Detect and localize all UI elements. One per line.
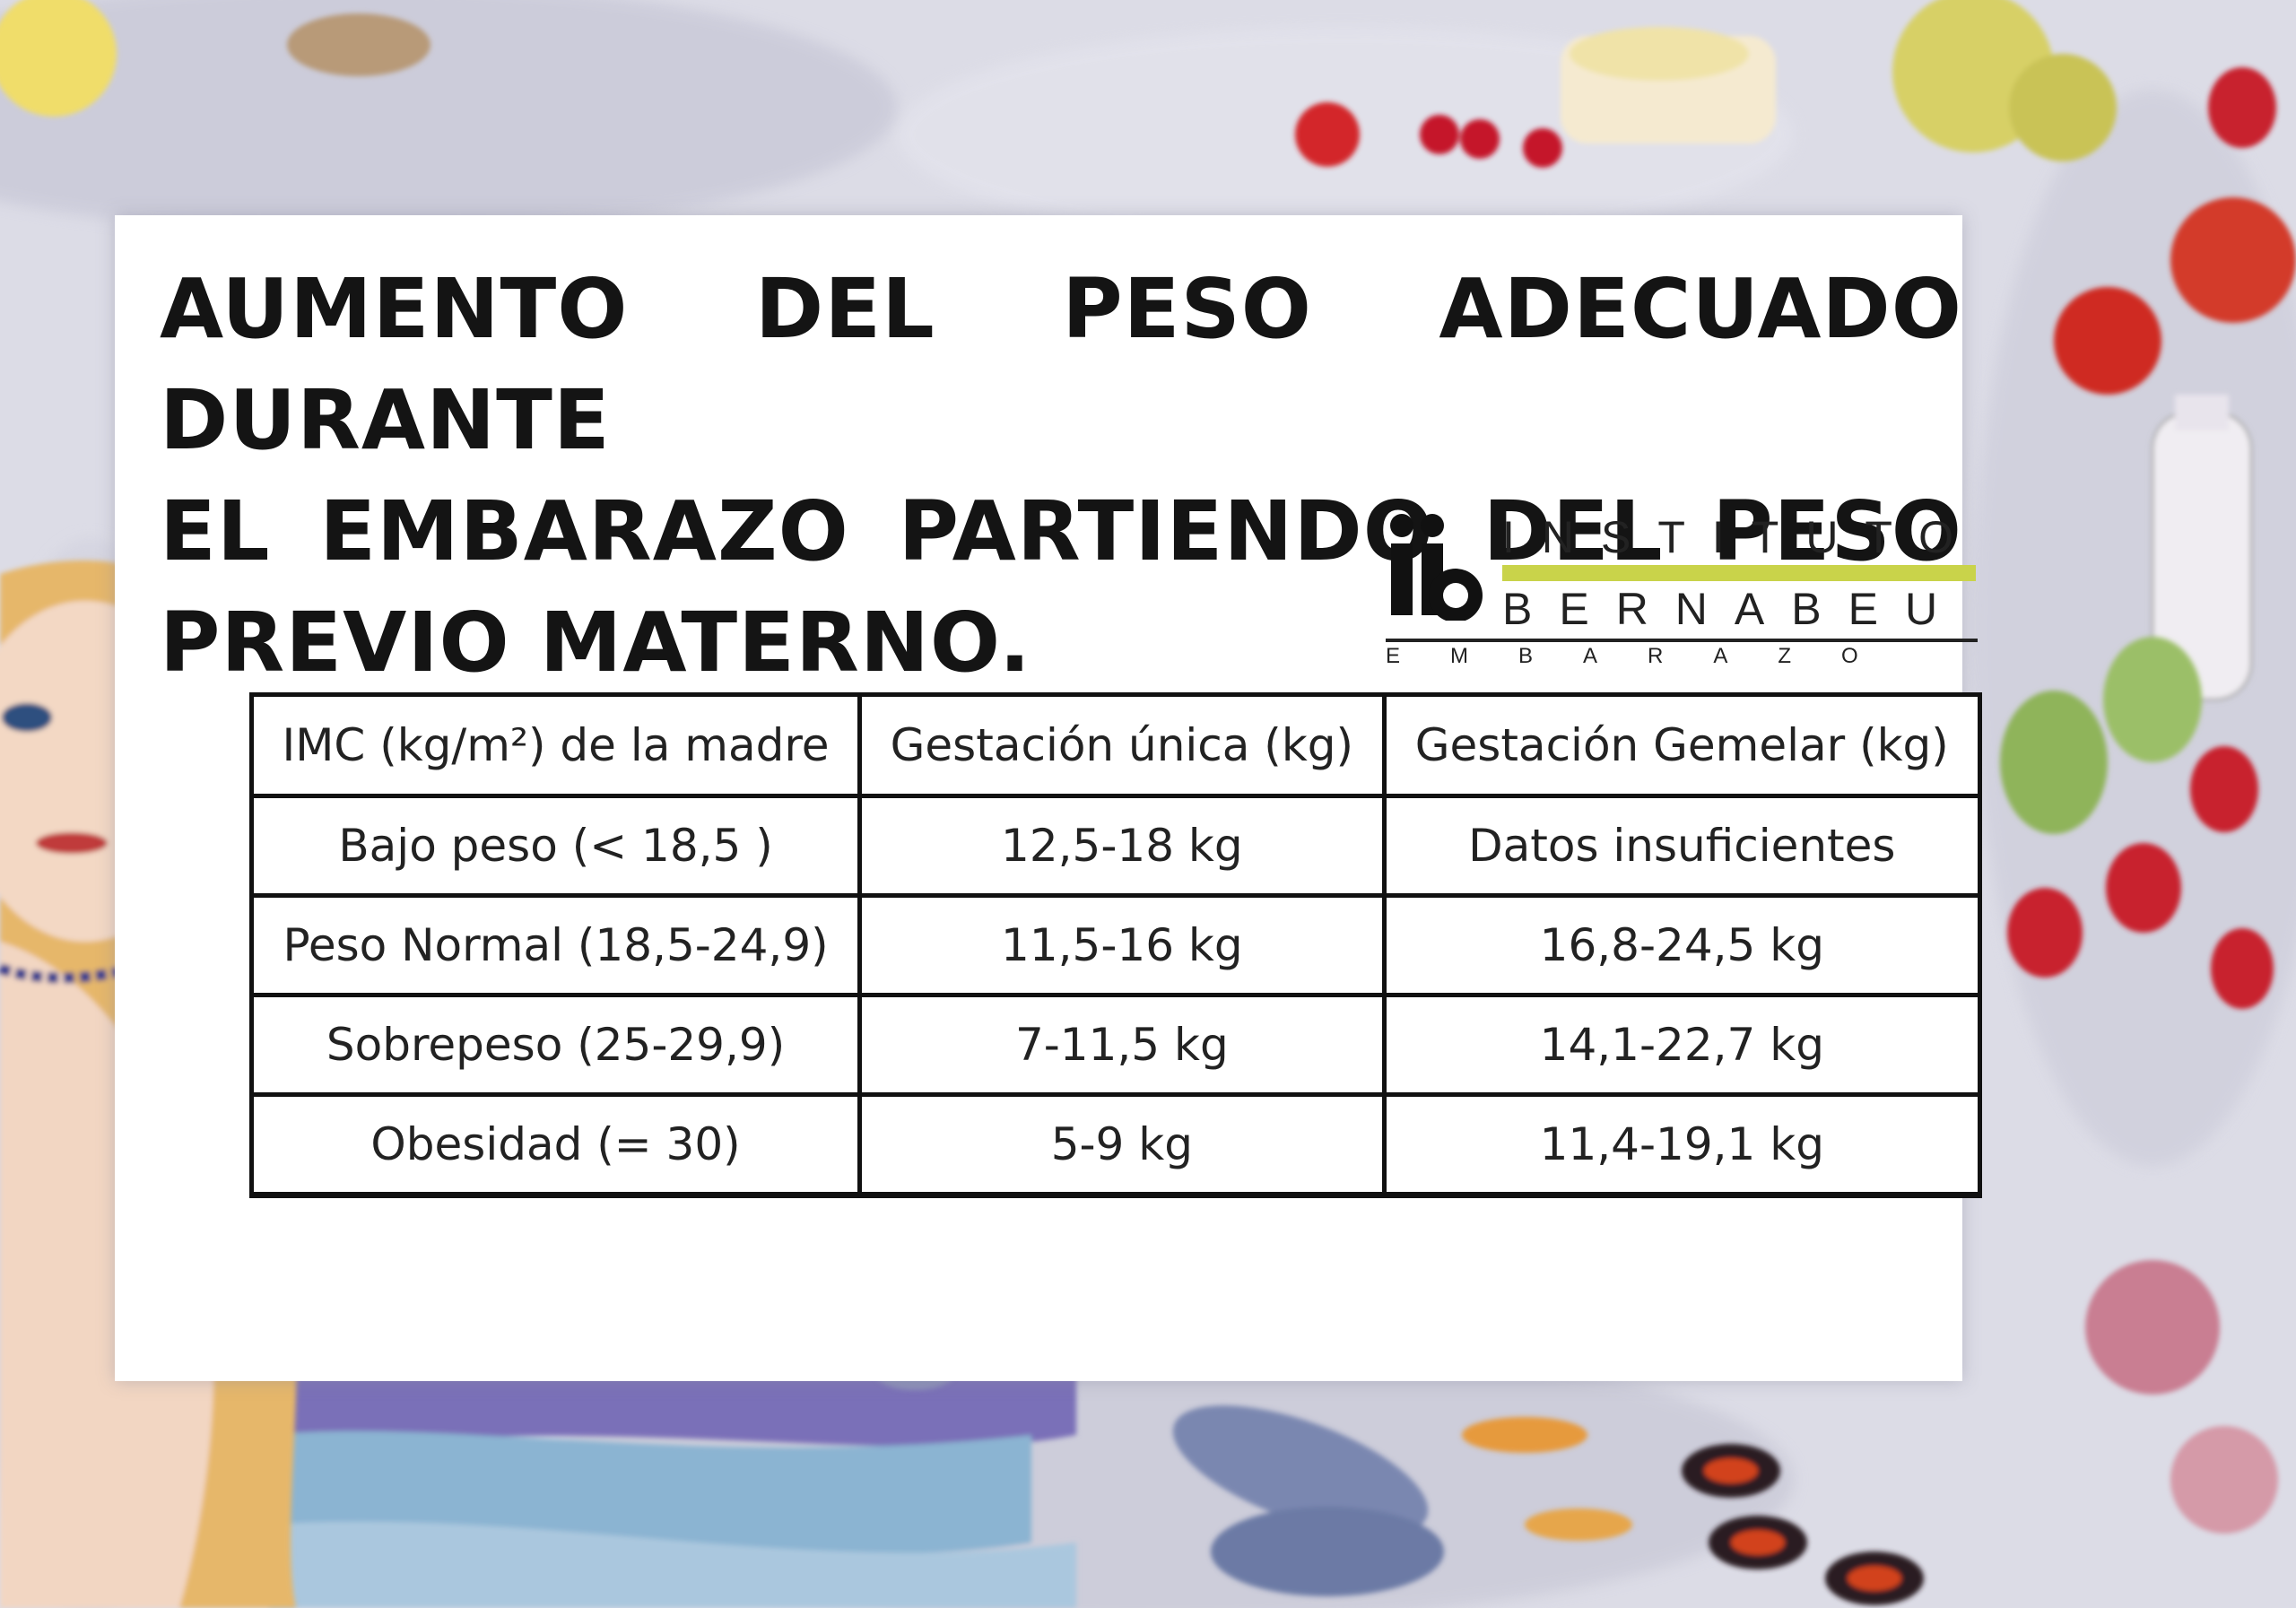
cell-gemelar: 16,8-24,5 kg bbox=[1381, 893, 1983, 997]
table-header-row: IMC (kg/m²) de la madre Gestación única … bbox=[248, 692, 1983, 798]
cell-imc: Sobrepeso (25-29,9) bbox=[248, 993, 863, 1097]
mussel-icon bbox=[1682, 1444, 1924, 1605]
title-line-1: AUMENTO DEL PESO ADECUADO DURANTE bbox=[160, 261, 1962, 468]
title-line-3: PREVIO MATERNO. bbox=[160, 595, 1031, 691]
header-gestacion-gemelar: Gestación Gemelar (kg) bbox=[1381, 692, 1983, 798]
header-gestacion-unica: Gestación única (kg) bbox=[857, 692, 1387, 798]
cell-gemelar: 14,1-22,7 kg bbox=[1381, 993, 1983, 1097]
tomato-icon bbox=[1295, 67, 2296, 1009]
logo-instituto-text: INSTITUTO bbox=[1502, 512, 1980, 562]
cell-imc: Bajo peso (< 18,5 ) bbox=[248, 794, 863, 898]
cell-imc: Peso Normal (18,5-24,9) bbox=[248, 893, 863, 997]
page-title: AUMENTO DEL PESO ADECUADO DURANTE EL EMB… bbox=[160, 254, 1962, 699]
table-row: Peso Normal (18,5-24,9) 11,5-16 kg 16,8-… bbox=[248, 893, 1983, 997]
cheese-icon bbox=[1561, 0, 2117, 161]
cell-gemelar: Datos insuficientes bbox=[1381, 794, 1983, 898]
cell-imc: Obesidad (= 30) bbox=[248, 1092, 863, 1198]
cell-unica: 11,5-16 kg bbox=[857, 893, 1387, 997]
table-row: Sobrepeso (25-29,9) 7-11,5 kg 14,1-22,7 … bbox=[248, 993, 1983, 1097]
ib-logo-mark-icon bbox=[1390, 514, 1483, 621]
cell-unica: 5-9 kg bbox=[857, 1092, 1387, 1198]
table-row: Bajo peso (< 18,5 ) 12,5-18 kg Datos ins… bbox=[248, 794, 1983, 898]
title-line-2: EL EMBARAZO PARTIENDO DEL PESO bbox=[160, 483, 1962, 579]
logo-divider bbox=[1386, 639, 1978, 642]
cell-unica: 12,5-18 kg bbox=[857, 794, 1387, 898]
logo-bernabeu-text: BERNABEU bbox=[1502, 584, 1965, 634]
logo-accent-bar bbox=[1502, 565, 1976, 581]
pear-icon bbox=[2000, 637, 2202, 834]
cell-gemelar: 11,4-19,1 kg bbox=[1381, 1092, 1983, 1198]
instituto-bernabeu-logo: INSTITUTO BERNABEU EMBARAZO bbox=[1386, 513, 1978, 673]
bird-icon bbox=[0, 0, 430, 117]
header-imc: IMC (kg/m²) de la madre bbox=[248, 692, 863, 798]
logo-embarazo-text: EMBARAZO bbox=[1386, 644, 1909, 668]
table-row: Obesidad (= 30) 5-9 kg 11,4-19,1 kg bbox=[248, 1092, 1983, 1198]
weight-gain-table: IMC (kg/m²) de la madre Gestación única … bbox=[248, 692, 1983, 1198]
cell-unica: 7-11,5 kg bbox=[857, 993, 1387, 1097]
onion-icon bbox=[2085, 1260, 2278, 1534]
